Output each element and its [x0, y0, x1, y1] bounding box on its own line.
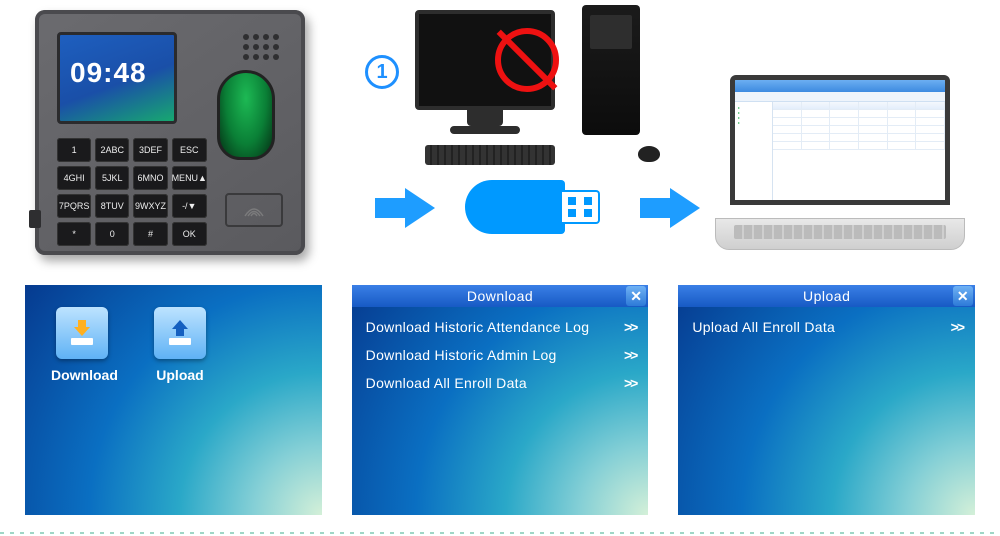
close-button[interactable]: ✕ — [626, 286, 646, 306]
software-data-grid — [773, 102, 945, 200]
device-lcd: 09:48 — [57, 32, 177, 124]
key-6[interactable]: 6MNO — [133, 166, 167, 190]
key-ok[interactable]: OK — [172, 222, 207, 246]
mouse-icon — [638, 146, 660, 162]
key-9[interactable]: 9WXYZ — [133, 194, 167, 218]
workflow-diagram: 09:48 1 2ABC 3DEF ESC 4GHI 5JKL 6MNO MEN… — [0, 0, 1000, 260]
arrow-right-icon — [640, 188, 700, 228]
close-button[interactable]: ✕ — [953, 286, 973, 306]
software-tree-panel: ▸▸▸▸ — [735, 102, 773, 200]
menu-upload-enroll-data[interactable]: Upload All Enroll Data >> — [690, 313, 965, 341]
panel-home: Download Upload — [25, 285, 322, 515]
key-2[interactable]: 2ABC — [95, 138, 129, 162]
download-icon — [56, 307, 108, 359]
download-label: Download — [51, 367, 113, 383]
key-4[interactable]: 4GHI — [57, 166, 91, 190]
step-1-badge: 1 — [365, 55, 399, 89]
upload-icon — [154, 307, 206, 359]
key-7[interactable]: 7PQRS — [57, 194, 91, 218]
prohibited-icon — [495, 28, 559, 92]
keyboard-icon — [425, 145, 555, 165]
upload-label: Upload — [149, 367, 211, 383]
key-1[interactable]: 1 — [57, 138, 91, 162]
upload-app-icon[interactable]: Upload — [149, 307, 211, 383]
key-5[interactable]: 5JKL — [95, 166, 129, 190]
fingerprint-sensor — [217, 70, 275, 160]
device-menu-screens: Download Upload Download ✕ Download Hist… — [25, 285, 975, 515]
menu-download-attendance-log[interactable]: Download Historic Attendance Log >> — [364, 313, 639, 341]
usb-flash-drive-icon — [465, 180, 600, 234]
upload-title: Upload — [803, 288, 850, 304]
rfid-reader-icon — [225, 193, 283, 227]
key-menu[interactable]: MENU▲ — [172, 166, 207, 190]
laptop-with-software: ▸▸▸▸ — [715, 75, 965, 250]
key-esc[interactable]: ESC — [172, 138, 207, 162]
chevron-right-icon: >> — [624, 319, 636, 335]
menu-download-admin-log[interactable]: Download Historic Admin Log >> — [364, 341, 639, 369]
panel-upload-menu: Upload ✕ Upload All Enroll Data >> — [678, 285, 975, 515]
laptop-screen: ▸▸▸▸ — [730, 75, 950, 205]
arrow-right-icon — [375, 188, 435, 228]
fingerprint-attendance-device: 09:48 1 2ABC 3DEF ESC 4GHI 5JKL 6MNO MEN… — [35, 10, 305, 255]
key-star[interactable]: * — [57, 222, 91, 246]
chevron-right-icon: >> — [624, 347, 636, 363]
pc-tower-icon — [582, 5, 640, 135]
download-titlebar: Download ✕ — [352, 285, 649, 307]
device-time: 09:48 — [70, 57, 147, 89]
menu-download-enroll-data[interactable]: Download All Enroll Data >> — [364, 369, 639, 397]
device-keypad: 1 2ABC 3DEF ESC 4GHI 5JKL 6MNO MENU▲ 7PQ… — [57, 138, 207, 246]
chevron-right-icon: >> — [624, 375, 636, 391]
device-usb-port — [29, 210, 41, 228]
panel-download-menu: Download ✕ Download Historic Attendance … — [352, 285, 649, 515]
key-down[interactable]: -/▼ — [172, 194, 207, 218]
divider-dotted — [0, 532, 1000, 534]
laptop-base — [715, 218, 965, 250]
key-3[interactable]: 3DEF — [133, 138, 167, 162]
chevron-right-icon: >> — [951, 319, 963, 335]
key-0[interactable]: 0 — [95, 222, 129, 246]
desktop-pc-not-required — [415, 10, 640, 160]
key-hash[interactable]: # — [133, 222, 167, 246]
speaker-grille — [241, 32, 283, 60]
download-app-icon[interactable]: Download — [51, 307, 113, 383]
download-title: Download — [467, 288, 533, 304]
key-8[interactable]: 8TUV — [95, 194, 129, 218]
upload-titlebar: Upload ✕ — [678, 285, 975, 307]
